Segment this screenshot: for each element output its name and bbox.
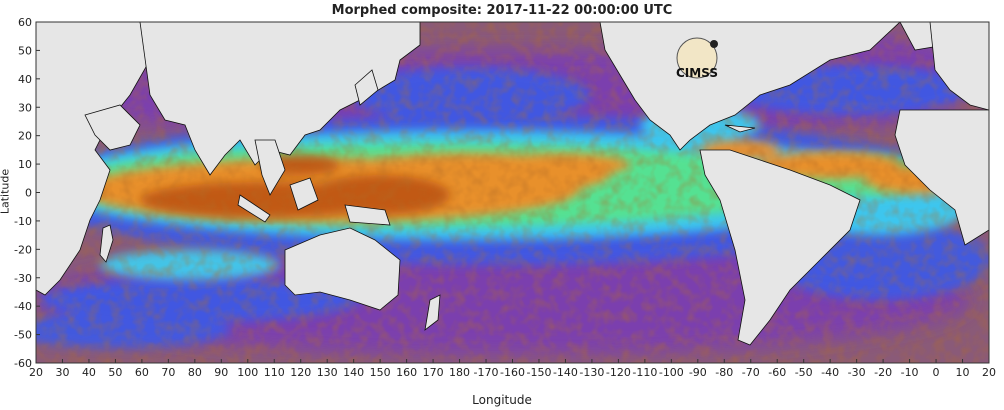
x-tick-label: 170 xyxy=(423,366,444,379)
x-tick-label: 10 xyxy=(956,366,970,379)
x-tick-label: -170 xyxy=(474,366,499,379)
y-tick-label: -60 xyxy=(14,357,32,370)
x-axis-ticks: 20 30 40 50 60 70 80 90 100 110 120 130 140 150 160 170… xyxy=(29,359,996,379)
x-tick-label: -100 xyxy=(659,366,684,379)
y-tick-label: -10 xyxy=(14,215,32,228)
y-tick-label: 20 xyxy=(18,130,32,143)
x-tick-label: 160 xyxy=(396,366,417,379)
x-tick-label: 150 xyxy=(370,366,391,379)
x-tick-label: 60 xyxy=(135,366,149,379)
land-new-guinea xyxy=(344,204,391,226)
logo-circle xyxy=(676,37,718,79)
x-tick-label: 30 xyxy=(55,366,69,379)
x-tick-label: -120 xyxy=(606,366,631,379)
logo-text: CIMSS xyxy=(676,66,718,80)
x-tick-label: -80 xyxy=(715,366,733,379)
x-tick-label: 110 xyxy=(264,366,285,379)
land-japan xyxy=(354,69,379,106)
x-tick-label: -160 xyxy=(500,366,525,379)
y-tick-label: 40 xyxy=(18,73,32,86)
y-tick-label: 10 xyxy=(18,158,32,171)
x-tick-label: 130 xyxy=(317,366,338,379)
y-tick-label: -50 xyxy=(14,329,32,342)
y-tick-label: -40 xyxy=(14,300,32,313)
x-tick-label: 20 xyxy=(982,366,996,379)
map-title: Morphed composite: 2017-11-22 00:00:00 U… xyxy=(331,3,673,18)
x-tick-label: -140 xyxy=(553,366,578,379)
x-tick-label: -20 xyxy=(874,366,892,379)
y-tick-label: 30 xyxy=(18,101,32,114)
x-tick-label: 0 xyxy=(933,366,940,379)
y-axis-ticks: 60 50 40 30 20 10 0 -10 -20 -30 -40 -50 -60 xyxy=(14,16,40,370)
x-tick-label: -60 xyxy=(768,366,786,379)
x-tick-label: 40 xyxy=(82,366,96,379)
land-indochina xyxy=(254,139,286,196)
x-tick-label: 50 xyxy=(108,366,122,379)
x-tick-label: -10 xyxy=(901,366,919,379)
x-tick-label: -70 xyxy=(742,366,760,379)
x-tick-label: -130 xyxy=(579,366,604,379)
x-tick-label: 90 xyxy=(214,366,228,379)
y-tick-label: 50 xyxy=(18,44,32,57)
land-africa-west xyxy=(894,109,989,246)
x-tick-label: 140 xyxy=(343,366,364,379)
land-borneo xyxy=(289,177,319,211)
x-tick-label: 20 xyxy=(29,366,43,379)
x-tick-label: 100 xyxy=(237,366,258,379)
y-tick-label: -30 xyxy=(14,272,32,285)
land-australia xyxy=(284,227,401,311)
y-tick-label: 0 xyxy=(25,187,32,200)
x-tick-label: -150 xyxy=(526,366,551,379)
land-europe-west xyxy=(929,22,989,111)
land-asia xyxy=(139,22,421,176)
logo-dot xyxy=(710,40,718,48)
x-tick-label: -110 xyxy=(632,366,657,379)
y-tick-label: -20 xyxy=(14,243,32,256)
x-tick-label: 80 xyxy=(188,366,202,379)
x-tick-label: -40 xyxy=(821,366,839,379)
x-tick-label: 180 xyxy=(449,366,470,379)
cimss-logo: CIMSS xyxy=(676,37,718,80)
y-axis-label: Latitude xyxy=(0,168,12,215)
land-north-america xyxy=(599,22,901,151)
land-south-america xyxy=(699,149,861,346)
land-cuba xyxy=(724,124,756,133)
x-tick-label: 70 xyxy=(161,366,175,379)
land-layer xyxy=(36,22,989,346)
x-tick-label: -30 xyxy=(848,366,866,379)
y-tick-label: 60 xyxy=(18,16,32,29)
land-arabia xyxy=(84,104,141,151)
land-sumatra xyxy=(237,194,271,223)
x-tick-label: -90 xyxy=(689,366,707,379)
land-new-zealand xyxy=(424,294,441,331)
x-axis-label: Longitude xyxy=(472,393,532,407)
land-madagascar xyxy=(99,224,114,263)
x-tick-label: -50 xyxy=(795,366,813,379)
x-tick-label: 120 xyxy=(290,366,311,379)
